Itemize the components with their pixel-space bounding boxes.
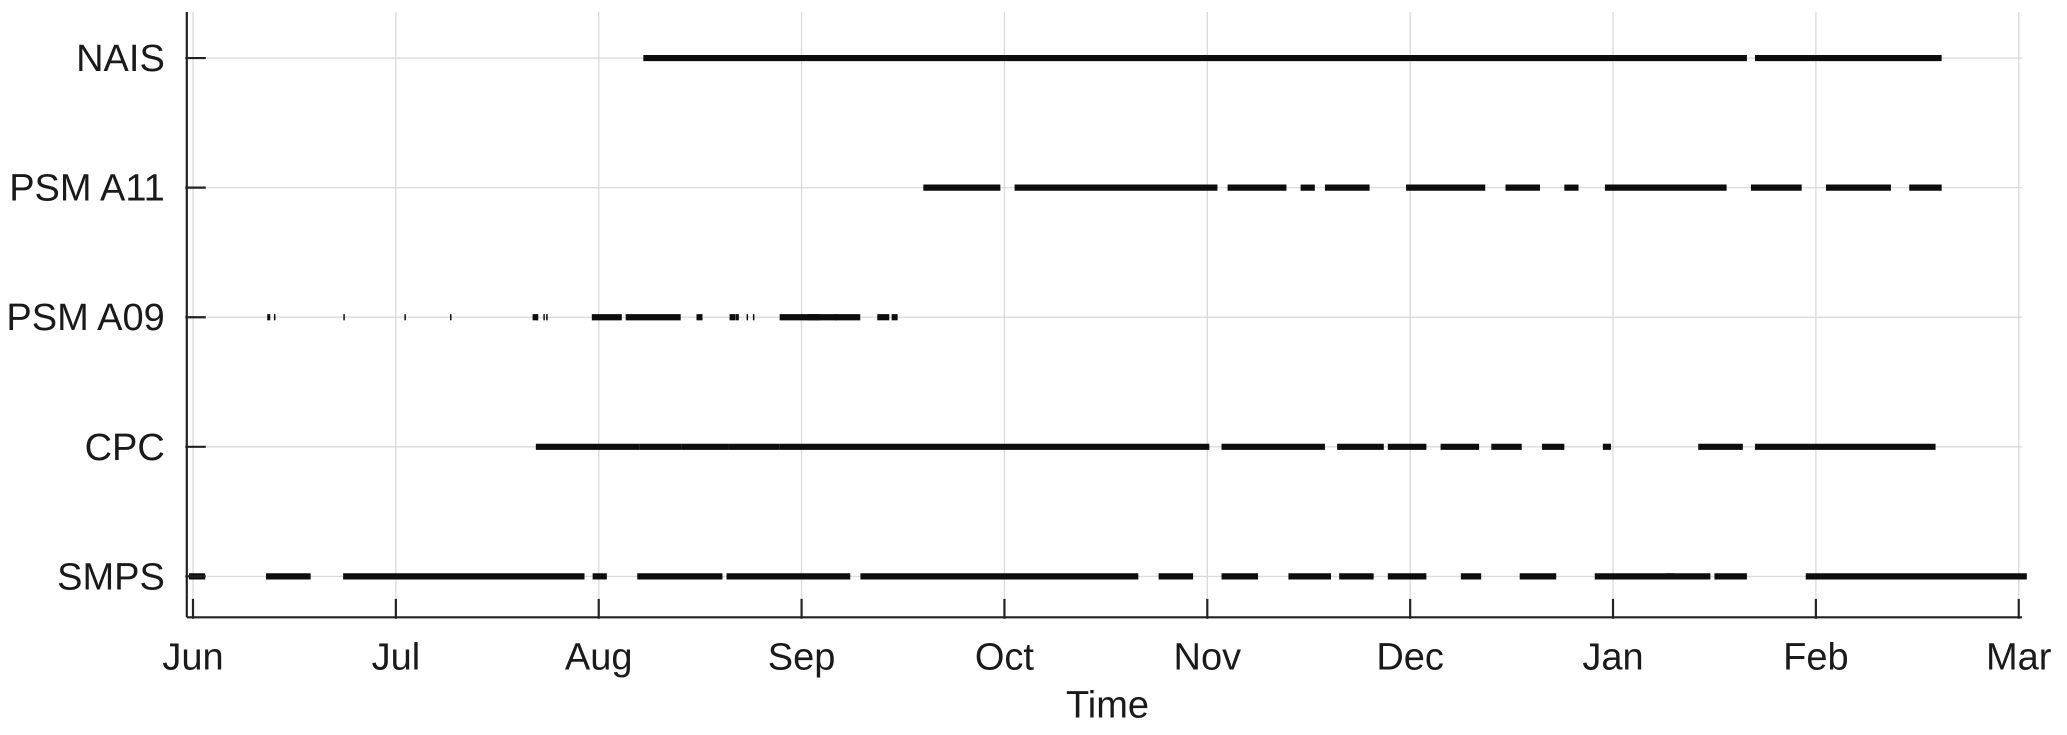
svg-text:Aug: Aug xyxy=(565,636,633,678)
svg-text:Nov: Nov xyxy=(1174,636,1242,678)
svg-text:PSM A09: PSM A09 xyxy=(6,297,164,339)
svg-text:Jun: Jun xyxy=(162,636,223,678)
svg-text:PSM A11: PSM A11 xyxy=(9,168,165,210)
svg-text:Oct: Oct xyxy=(975,636,1035,678)
svg-text:CPC: CPC xyxy=(85,427,165,469)
svg-text:NAIS: NAIS xyxy=(76,38,165,80)
svg-text:Mar: Mar xyxy=(1986,636,2052,678)
svg-text:SMPS: SMPS xyxy=(57,556,165,598)
svg-text:Feb: Feb xyxy=(1783,636,1848,678)
svg-text:Time: Time xyxy=(1066,684,1149,726)
svg-text:Sep: Sep xyxy=(768,636,836,678)
svg-text:Jul: Jul xyxy=(372,636,421,678)
svg-text:Jan: Jan xyxy=(1582,636,1643,678)
svg-text:Dec: Dec xyxy=(1376,636,1444,678)
